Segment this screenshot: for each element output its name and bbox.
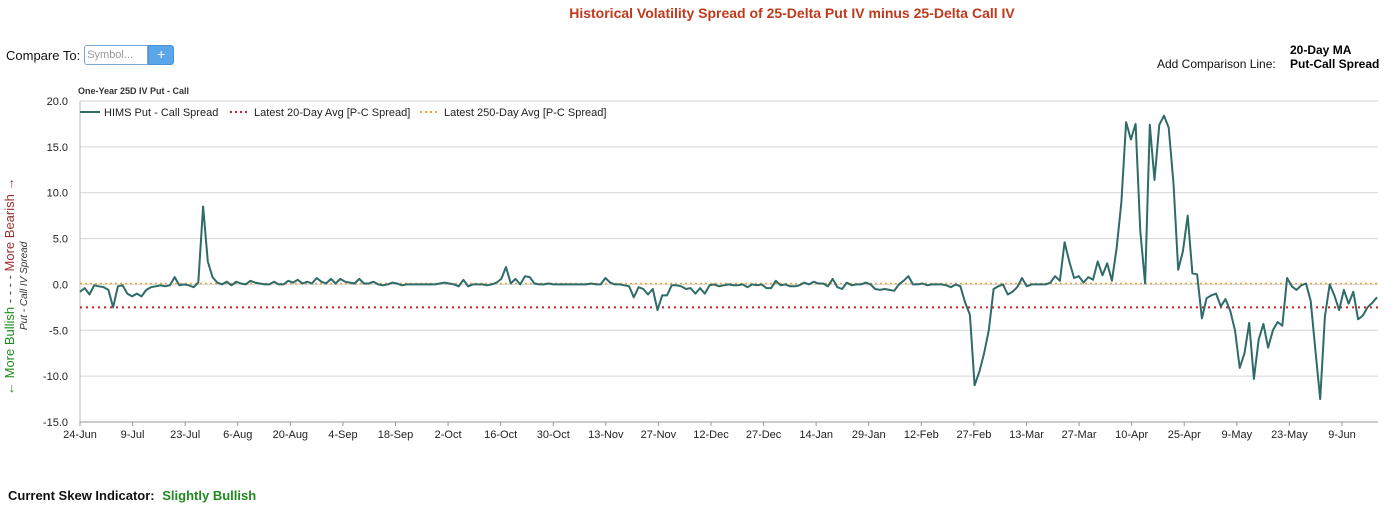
comparison-option-put-call[interactable]: Put-Call Spread [1290,57,1380,71]
y-tick-label: -10.0 [43,371,68,383]
comparison-option-20day-ma[interactable]: 20-Day MA [1290,43,1352,57]
skew-indicator-label: Current Skew Indicator: [8,488,155,503]
grid-layer [79,100,1378,423]
x-tick-label: 27-Mar [1062,429,1097,441]
hims-spread-line [79,114,1378,401]
y-tick-label: 0.0 [53,279,68,291]
legend: HIMS Put - Call Spread Latest 20-Day Avg … [80,107,606,119]
series-layer [79,114,1378,401]
x-tick-label: 2-Oct [435,429,462,441]
y-tick-label: 15.0 [47,142,68,154]
x-tick-label: 20-Aug [273,429,308,441]
skew-indicator-value: Slightly Bullish [162,488,257,503]
y-tick-label: -15.0 [43,417,68,429]
x-tick-label: 25-Apr [1168,429,1201,441]
legend-label-avg20: Latest 20-Day Avg [P-C Spread] [254,107,410,119]
y-tick-label: -5.0 [49,325,68,337]
add-comparison-label: Add Comparison Line: [1157,57,1276,71]
legend-label-avg250: Latest 250-Day Avg [P-C Spread] [444,107,606,119]
x-tick-label: 12-Feb [904,429,939,441]
y-tick-label: 20.0 [47,96,68,108]
compare-label: Compare To: [6,47,81,63]
comparison-options: 20-Day MA Put-Call Spread [1290,43,1379,71]
x-tick-label: 9-Jun [1328,429,1356,441]
x-tick-label: 18-Sep [378,429,413,441]
x-tick-label: 14-Jan [799,429,833,441]
add-symbol-button[interactable]: + [148,45,175,65]
y-tick-label: 10.0 [47,188,68,200]
x-tick-labels: 24-Jun 9-Jul 23-Jul 6-Aug 20-Aug 4-Sep 18-Sep 2… [63,422,1356,441]
x-tick-label: 27-Nov [641,429,677,441]
x-tick-label: 6-Aug [223,429,252,441]
chart-title: One-Year 25D IV Put - Call [78,86,190,96]
y-tick-labels: 20.0 15.0 10.0 5.0 0.0 -5.0 -10.0 -15.0 [43,96,68,429]
x-tick-label: 16-Oct [484,429,517,441]
skew-indicator: Current Skew Indicator: Slightly Bullish [8,488,256,503]
symbol-input[interactable] [84,45,149,65]
x-tick-label: 9-May [1222,429,1253,441]
x-tick-label: 12-Dec [693,429,729,441]
x-tick-label: 23-Jul [170,429,200,441]
compare-group: Compare To: + [6,45,175,65]
x-tick-label: 4-Sep [328,429,357,441]
x-tick-label: 23-May [1271,429,1308,441]
x-tick-label: 29-Jan [852,429,886,441]
x-tick-label: 13-Nov [588,429,624,441]
spread-chart: 20.0 15.0 10.0 5.0 0.0 -5.0 -10.0 -15.0 24-Jun 9… [43,96,1378,441]
x-tick-label: 24-Jun [63,429,97,441]
x-tick-label: 9-Jul [121,429,145,441]
page-title: Historical Volatility Spread of 25-Delta… [569,5,1015,21]
x-tick-label: 10-Apr [1115,429,1148,441]
x-tick-label: 13-Mar [1009,429,1044,441]
x-tick-label: 27-Feb [956,429,991,441]
legend-label-spread: HIMS Put - Call Spread [104,107,218,119]
reference-lines [80,282,1378,309]
x-tick-label: 27-Dec [746,429,782,441]
x-tick-label: 30-Oct [537,429,570,441]
y-tick-label: 5.0 [53,234,68,246]
